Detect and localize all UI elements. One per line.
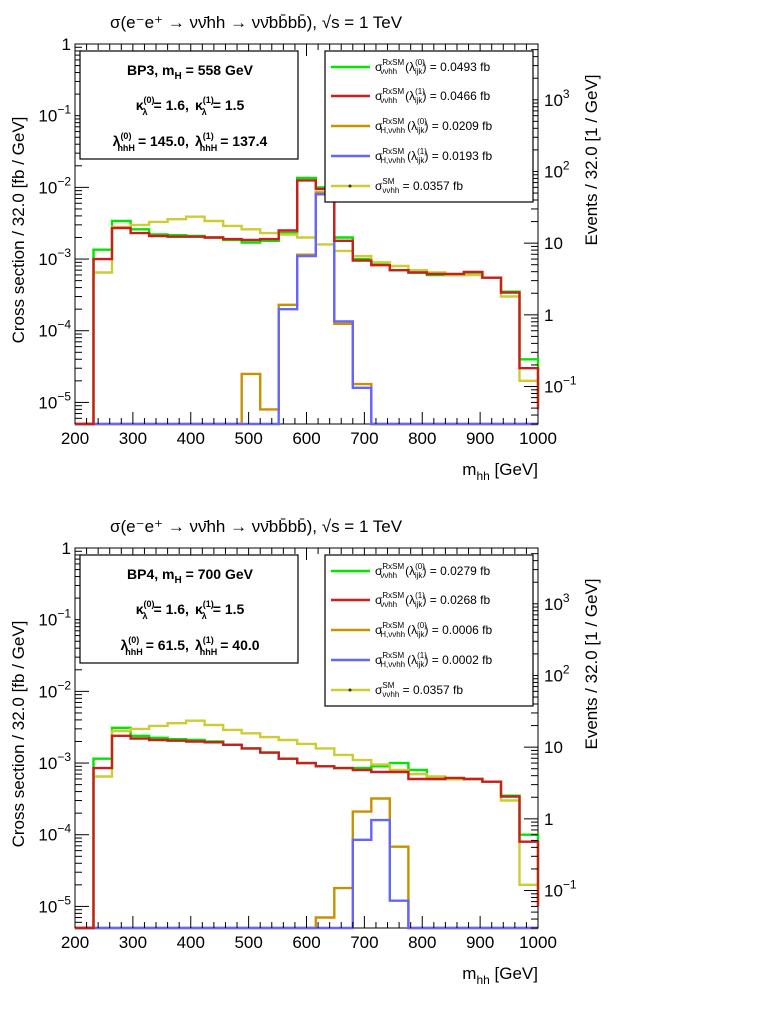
legend-marker-sm bbox=[348, 688, 352, 692]
info-box: BP4, mH = 700 GeV κ(0) λ = 1.6, κ(1) λ = 1.5 … bbox=[79, 554, 299, 664]
legend: σRxSM ννhh (λ(0) ijk) = 0.0279 fb σRxSM ννhh… bbox=[324, 554, 534, 707]
histogram-lines bbox=[75, 176, 540, 426]
series-line-blue bbox=[75, 193, 538, 426]
legend-entry-red: σRxSM ννhh (λ(1) ijk) = 0.0268 fb bbox=[331, 591, 490, 609]
y-tick-label: 1 bbox=[62, 539, 71, 558]
legend-text-sm: σSM ννhh = 0.0357 fb bbox=[375, 681, 463, 699]
y-tick-label: 10−5 bbox=[38, 389, 71, 412]
x-tick-label: 400 bbox=[177, 933, 205, 952]
y-tick-label: 10−3 bbox=[38, 750, 71, 773]
y2-tick-label: 1 bbox=[544, 306, 553, 325]
y-tick-label: 1 bbox=[62, 35, 71, 54]
y2-tick-label: 10−1 bbox=[544, 374, 577, 397]
y-tick-label: 10−2 bbox=[38, 678, 71, 701]
y-axis-ticks: 1 10−1 10−2 10−3 10−4 10−5 bbox=[38, 35, 89, 419]
legend-entry-sm: σSM ννhh = 0.0357 fb bbox=[331, 681, 463, 699]
legend-text-orange: σRxSM H,ννhh (λ(0) ijk) = 0.0006 fb bbox=[375, 621, 492, 639]
lambda-values: λ(0) hhH = 61.5, λ(1) hhH = 40.0 bbox=[120, 635, 259, 657]
x-axis-ticks: 200 300 400 500 600 700 800 900 1000 bbox=[61, 548, 557, 952]
x-tick-label: 200 bbox=[61, 429, 89, 448]
y2-tick-label: 102 bbox=[544, 158, 570, 181]
x-tick-label: 400 bbox=[177, 429, 205, 448]
y-tick-label: 10−3 bbox=[38, 246, 71, 269]
x-tick-label: 900 bbox=[466, 429, 494, 448]
y-axis-label: Cross section / 32.0 [fb / GeV] bbox=[9, 117, 28, 344]
legend-text-green: σRxSM ννhh (λ(0) ijk) = 0.0493 fb bbox=[375, 58, 490, 76]
y-tick-label: 10−5 bbox=[38, 893, 71, 916]
legend-text-red: σRxSM ννhh (λ(1) ijk) = 0.0268 fb bbox=[375, 591, 490, 609]
y2-axis-label: Events / 32.0 [1 / GeV] bbox=[582, 578, 601, 749]
kappa-values: κ(0) λ = 1.6, κ(1) λ = 1.5 bbox=[136, 599, 245, 621]
legend: σRxSM ννhh (λ(0) ijk) = 0.0493 fb σRxSM ννhh… bbox=[324, 50, 534, 203]
benchmark-label: BP3, mH = 558 GeV bbox=[127, 62, 254, 82]
legend-entry-orange: σRxSM H,ννhh (λ(0) ijk) = 0.0006 fb bbox=[331, 621, 492, 639]
y-axis-label: Cross section / 32.0 [fb / GeV] bbox=[9, 621, 28, 848]
legend-text-green: σRxSM ννhh (λ(0) ijk) = 0.0279 fb bbox=[375, 562, 490, 580]
legend-entry-blue: σRxSM H,ννhh (λ(1) ijk) = 0.0193 fb bbox=[331, 147, 492, 165]
series-line-red bbox=[75, 179, 540, 426]
x-axis-label: mhh [GeV] bbox=[462, 460, 538, 483]
y-tick-label: 10−4 bbox=[38, 318, 71, 341]
y2-tick-label: 103 bbox=[544, 87, 570, 110]
y-tick-label: 10−2 bbox=[38, 174, 71, 197]
x-tick-label: 900 bbox=[466, 933, 494, 952]
info-box: BP3, mH = 558 GeV κ(0) λ = 1.6, κ(1) λ = 1.5 … bbox=[79, 50, 299, 160]
legend-entry-red: σRxSM ννhh (λ(1) ijk) = 0.0466 fb bbox=[331, 87, 490, 105]
x-tick-label: 700 bbox=[350, 429, 378, 448]
x-axis-label: mhh [GeV] bbox=[462, 964, 538, 987]
series-line-blue bbox=[75, 818, 538, 930]
x-axis-ticks: 200 300 400 500 600 700 800 900 1000 bbox=[61, 44, 557, 448]
x-tick-label: 800 bbox=[408, 429, 436, 448]
legend-text-sm: σSM ννhh = 0.0357 fb bbox=[375, 177, 463, 195]
legend-text-red: σRxSM ννhh (λ(1) ijk) = 0.0466 fb bbox=[375, 87, 490, 105]
chart-title: σ(e⁻e⁺ → νν̄hh → νν̄bb̄bb̄), √s = 1 TeV bbox=[110, 517, 403, 536]
x-tick-label: 600 bbox=[292, 933, 320, 952]
x-tick-label: 600 bbox=[292, 429, 320, 448]
legend-entry-green: σRxSM ννhh (λ(0) ijk) = 0.0279 fb bbox=[331, 562, 490, 580]
legend-text-blue: σRxSM H,ννhh (λ(1) ijk) = 0.0002 fb bbox=[375, 651, 492, 669]
x-tick-label: 200 bbox=[61, 933, 89, 952]
y2-tick-label: 1 bbox=[544, 810, 553, 829]
y-axis-ticks: 1 10−1 10−2 10−3 10−4 10−5 bbox=[38, 539, 89, 923]
chart-title: σ(e⁻e⁺ → νν̄hh → νν̄bb̄bb̄), √s = 1 TeV bbox=[110, 13, 403, 32]
kappa-values: κ(0) λ = 1.6, κ(1) λ = 1.5 bbox=[136, 95, 245, 117]
y2-axis-label: Events / 32.0 [1 / GeV] bbox=[582, 74, 601, 245]
legend-text-blue: σRxSM H,ννhh (λ(1) ijk) = 0.0193 fb bbox=[375, 147, 492, 165]
x-tick-label: 1000 bbox=[519, 933, 557, 952]
y2-tick-label: 103 bbox=[544, 591, 570, 614]
legend-text-orange: σRxSM H,ννhh (λ(0) ijk) = 0.0209 fb bbox=[375, 117, 492, 135]
y2-tick-label: 10 bbox=[544, 738, 563, 757]
y-tick-label: 10−1 bbox=[38, 607, 71, 630]
y2-tick-label: 102 bbox=[544, 662, 570, 685]
histogram-lines bbox=[75, 719, 540, 930]
lambda-values: λ(0) hhH = 145.0, λ(1) hhH = 137.4 bbox=[113, 131, 268, 153]
x-tick-label: 1000 bbox=[519, 429, 557, 448]
y2-tick-label: 10 bbox=[544, 234, 563, 253]
x-tick-label: 800 bbox=[408, 933, 436, 952]
x-tick-label: 500 bbox=[234, 429, 262, 448]
y-tick-label: 10−1 bbox=[38, 103, 71, 126]
x-tick-label: 300 bbox=[119, 429, 147, 448]
legend-entry-green: σRxSM ννhh (λ(0) ijk) = 0.0493 fb bbox=[331, 58, 490, 76]
chart-bp3: σ(e⁻e⁺ → νν̄hh → νν̄bb̄bb̄), √s = 1 TeV … bbox=[9, 13, 601, 483]
legend-entry-blue: σRxSM H,ννhh (λ(1) ijk) = 0.0002 fb bbox=[331, 651, 492, 669]
legend-marker-sm bbox=[348, 184, 352, 188]
chart-bp4: σ(e⁻e⁺ → νν̄hh → νν̄bb̄bb̄), √s = 1 TeV … bbox=[9, 517, 601, 987]
y-tick-label: 10−4 bbox=[38, 822, 71, 845]
y2-tick-label: 10−1 bbox=[544, 878, 577, 901]
series-line-red bbox=[75, 734, 540, 930]
legend-entry-orange: σRxSM H,ννhh (λ(0) ijk) = 0.0209 fb bbox=[331, 117, 492, 135]
x-tick-label: 700 bbox=[350, 933, 378, 952]
info-box-frame bbox=[79, 50, 299, 160]
x-tick-label: 500 bbox=[234, 933, 262, 952]
info-box-frame bbox=[79, 554, 299, 664]
benchmark-label: BP4, mH = 700 GeV bbox=[127, 566, 254, 586]
legend-entry-sm: σSM ννhh = 0.0357 fb bbox=[331, 177, 463, 195]
x-tick-label: 300 bbox=[119, 933, 147, 952]
